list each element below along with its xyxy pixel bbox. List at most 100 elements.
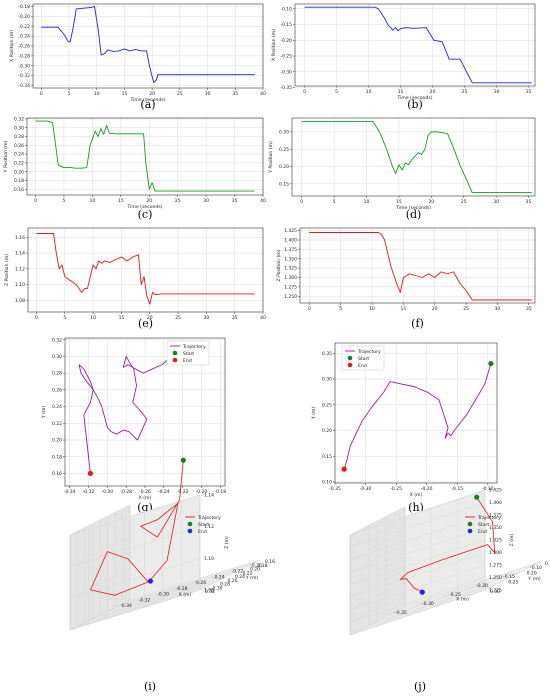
y-tick-label: -0.18 [18, 4, 30, 10]
x-axis-label: Time (seconds) [126, 204, 162, 210]
y-tick-label: 0.22 [14, 160, 24, 166]
plot-frame [26, 117, 264, 196]
series-line [343, 363, 492, 470]
y-tick-label: -0.35 [280, 85, 292, 91]
x-tick-label: 40 [260, 91, 266, 97]
x-tick-label: 30 [205, 91, 211, 97]
grid-line-z [349, 564, 486, 611]
x-tick-label: 0 [40, 91, 43, 97]
series-line [301, 121, 532, 193]
legend-start-label: Start [478, 522, 489, 528]
z-tick-label: 1.10 [204, 556, 214, 562]
grid-line-z [349, 489, 486, 536]
x-tick-label: -0.24 [213, 574, 225, 580]
y-tick-label: 0.22 [243, 570, 253, 576]
y-axis-label: X Position (m) [271, 29, 277, 61]
plot-frame [334, 342, 498, 484]
chart-panel-h: -0.35 -0.30 -0.25 -0.20 -0.15 -0.10 0.10 0.15 0.… [311, 342, 498, 514]
y-tick-label: 0.26 [14, 143, 24, 149]
y-tick-label: 0.16 [14, 187, 24, 193]
chart-panel-a: 0 5 10 15 20 25 30 35 40 -0.34 -0.32 -0.30 -0.28 -0.2… [9, 3, 266, 111]
x-tick-label: -0.34 [64, 489, 76, 495]
y-tick-label: 0.35 [322, 351, 332, 357]
x-tick-label: -0.25 [390, 486, 402, 492]
y-tick-label: 0.16 [52, 471, 62, 477]
x-tick-label: -0.30 [360, 486, 372, 492]
legend-end-label: End [478, 529, 487, 535]
chart-panel-f: 0 5 10 15 20 25 30 35 1.250 1.275 1.300 1.325 1.350 1… [276, 227, 536, 330]
x-tick-label: 15 [401, 306, 407, 312]
x-tick-label: 40 [260, 198, 266, 204]
x-axis-label: X (m) [139, 495, 152, 501]
x-tick-label: -0.20 [476, 583, 488, 589]
x-tick-label: 30 [495, 306, 501, 312]
y-tick-label: 0.32 [52, 337, 62, 343]
x-tick-label: -0.32 [83, 489, 95, 495]
x-tick-label: 30 [203, 198, 209, 204]
x-tick-label: 20 [428, 199, 434, 205]
legend-start-swatch [347, 355, 353, 361]
panel-caption: (f) [411, 317, 424, 330]
y-tick-label: -0.20 [18, 14, 30, 20]
x-tick-label: 15 [122, 91, 128, 97]
panel-caption: (h) [408, 501, 424, 514]
y-axis-label: Z Position (m) [276, 249, 282, 281]
y-tick-label: 0.25 [322, 402, 332, 408]
grid-line-z [349, 539, 486, 586]
legend-start-label: Start [183, 351, 194, 357]
series-line [41, 6, 255, 84]
legend-end-swatch [172, 357, 178, 363]
y-axis-label: Y (m) [311, 407, 317, 421]
y-tick-label: 0.32 [205, 589, 215, 595]
x-tick-label: 25 [462, 89, 468, 95]
start-marker [180, 457, 186, 463]
x-tick-label: 0 [303, 89, 306, 95]
x-tick-label: 30 [204, 315, 210, 321]
x-tick-label: 25 [463, 306, 469, 312]
y-tick-label: 1.275 [284, 284, 297, 290]
x-tick-label: -0.32 [139, 597, 151, 603]
panel-caption: (a) [140, 98, 155, 111]
x-tick-label: 0 [308, 306, 311, 312]
grid-line-z [69, 589, 201, 631]
x-tick-label: 35 [526, 89, 532, 95]
legend-trajectory-label: Trajectory [477, 515, 501, 521]
legend-end-label: End [198, 529, 207, 535]
grid-line-z [69, 526, 201, 567]
x-tick-label: 15 [398, 89, 404, 95]
y-axis-label: Y (m) [41, 406, 47, 420]
x-tick-label: -0.28 [176, 586, 188, 592]
y-tick-label: 0.20 [250, 567, 260, 573]
y-tick-label: 0.24 [14, 152, 24, 158]
y-tick-label: 0.30 [52, 354, 62, 360]
y-tick-label: -0.30 [18, 63, 30, 69]
x-tick-label: -0.28 [120, 489, 132, 495]
y-axis-label: Z Position (m) [4, 254, 10, 286]
x-tick-label: -0.30 [102, 489, 114, 495]
series-line [304, 6, 532, 84]
y-tick-label: 0.20 [527, 570, 537, 576]
x-tick-label: -0.26 [139, 489, 151, 495]
legend-end-label: End [183, 358, 192, 364]
z-tick-label: 1.350 [489, 525, 502, 531]
y-tick-label: 0.18 [258, 563, 268, 569]
panel-caption: (j) [414, 680, 426, 693]
end-marker [341, 466, 347, 472]
y-tick-label: 0.16 [265, 559, 275, 565]
legend-start-swatch [467, 521, 473, 527]
plot-frame [299, 227, 536, 304]
start-marker [488, 360, 494, 367]
z-tick-label: 1.425 [489, 488, 502, 494]
chart-panel-c: 0 5 10 15 20 25 30 35 40 0.16 0.18 0.20 0.22 0.24 0.26… [3, 116, 266, 221]
x-tick-label: -0.25 [449, 592, 461, 598]
trajectory-line [399, 496, 496, 593]
x-tick-label: 20 [432, 306, 438, 312]
y-tick-label: 0.30 [490, 589, 500, 595]
y-tick-label: 0.15 [279, 181, 289, 187]
x-tick-label: -0.34 [120, 603, 132, 609]
x-axis-label: Time (seconds) [396, 95, 432, 101]
z-tick-label: 1.08 [204, 588, 214, 594]
panel-caption: (c) [138, 208, 153, 221]
z-tick-label: 1.300 [489, 550, 502, 556]
